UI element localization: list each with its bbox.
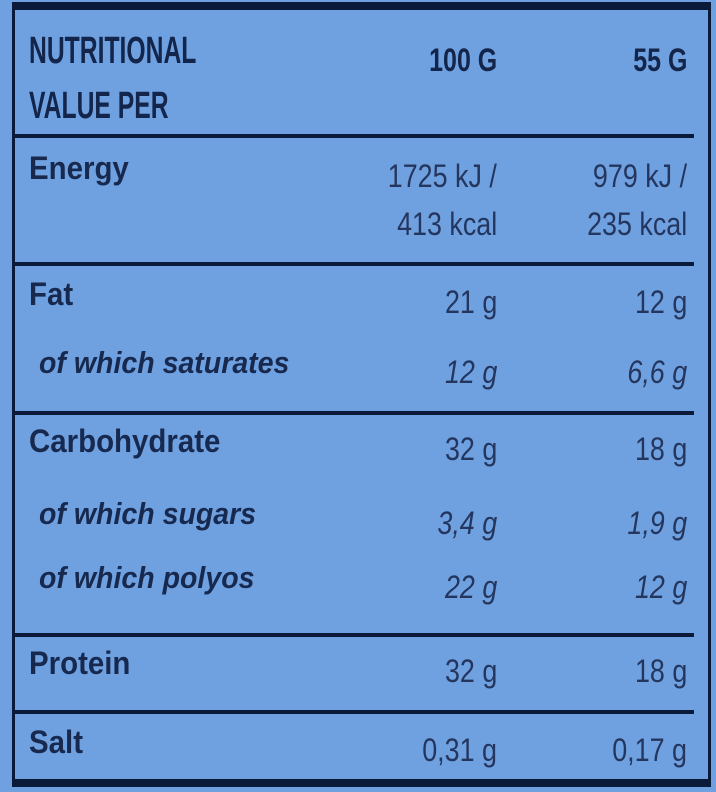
header-title-text: NUTRITIONAL VALUE PER xyxy=(29,30,196,127)
divider xyxy=(15,411,694,415)
row-polyos-per-55g: 12 g xyxy=(634,569,687,605)
row-energy-label: Energy xyxy=(29,150,129,186)
row-saturates: of which saturates 12 g 6,6 g xyxy=(29,344,687,392)
row-energy: Energy 1725 kJ / 413 kcal 979 kJ / 235 k… xyxy=(29,148,687,248)
row-polyos-per-100g: 22 g xyxy=(444,569,497,605)
nutrition-table: NUTRITIONAL VALUE PER 100 G 55 G Energy … xyxy=(12,2,711,787)
header-column-55g: 55 G xyxy=(632,42,687,78)
row-saturates-per-55g: 6,6 g xyxy=(627,354,687,390)
row-carbohydrate: Carbohydrate 32 g 18 g xyxy=(29,421,687,469)
divider xyxy=(15,134,694,138)
row-fat-label: Fat xyxy=(29,276,74,312)
row-protein-label: Protein xyxy=(29,645,131,681)
divider xyxy=(15,633,694,637)
row-saturates-per-100g: 12 g xyxy=(444,354,497,390)
row-sugars-per-100g: 3,4 g xyxy=(437,505,497,541)
row-salt-per-55g: 0,17 g xyxy=(612,732,687,768)
row-sugars: of which sugars 3,4 g 1,9 g xyxy=(29,495,687,543)
table-header: NUTRITIONAL VALUE PER 100 G 55 G xyxy=(15,10,708,134)
row-sugars-per-55g: 1,9 g xyxy=(627,505,687,541)
row-carbohydrate-label: Carbohydrate xyxy=(29,423,221,459)
row-energy-per-55g: 979 kJ / 235 kcal xyxy=(586,158,687,242)
row-fat: Fat 21 g 12 g xyxy=(29,274,687,322)
row-salt-label: Salt xyxy=(29,724,83,760)
row-sugars-label: of which sugars xyxy=(39,496,257,531)
section-protein: Protein 32 g 18 g xyxy=(15,637,708,710)
header-column-100g: 100 G xyxy=(429,42,497,78)
row-protein-per-55g: 18 g xyxy=(634,653,687,689)
row-polyos-label: of which polyos xyxy=(39,560,255,595)
row-polyos: of which polyos 22 g 12 g xyxy=(29,559,687,607)
row-fat-per-55g: 12 g xyxy=(634,284,687,320)
row-protein-per-100g: 32 g xyxy=(444,653,497,689)
row-salt-per-100g: 0,31 g xyxy=(422,732,497,768)
row-salt: Salt 0,31 g 0,17 g xyxy=(29,722,687,770)
section-salt: Salt 0,31 g 0,17 g xyxy=(15,714,708,779)
row-energy-per-100g: 1725 kJ / 413 kcal xyxy=(387,158,497,242)
row-saturates-label: of which saturates xyxy=(39,345,290,380)
row-fat-per-100g: 21 g xyxy=(444,284,497,320)
row-protein: Protein 32 g 18 g xyxy=(29,643,687,691)
header-title: NUTRITIONAL VALUE PER xyxy=(29,24,337,134)
section-fat: Fat 21 g 12 g of which saturates 12 g 6,… xyxy=(15,266,708,411)
row-carbohydrate-per-55g: 18 g xyxy=(634,431,687,467)
divider xyxy=(15,262,694,266)
row-carbohydrate-per-100g: 32 g xyxy=(444,431,497,467)
divider xyxy=(15,710,694,714)
section-carbohydrate: Carbohydrate 32 g 18 g of which sugars 3… xyxy=(15,415,708,633)
section-energy: Energy 1725 kJ / 413 kcal 979 kJ / 235 k… xyxy=(15,138,708,262)
